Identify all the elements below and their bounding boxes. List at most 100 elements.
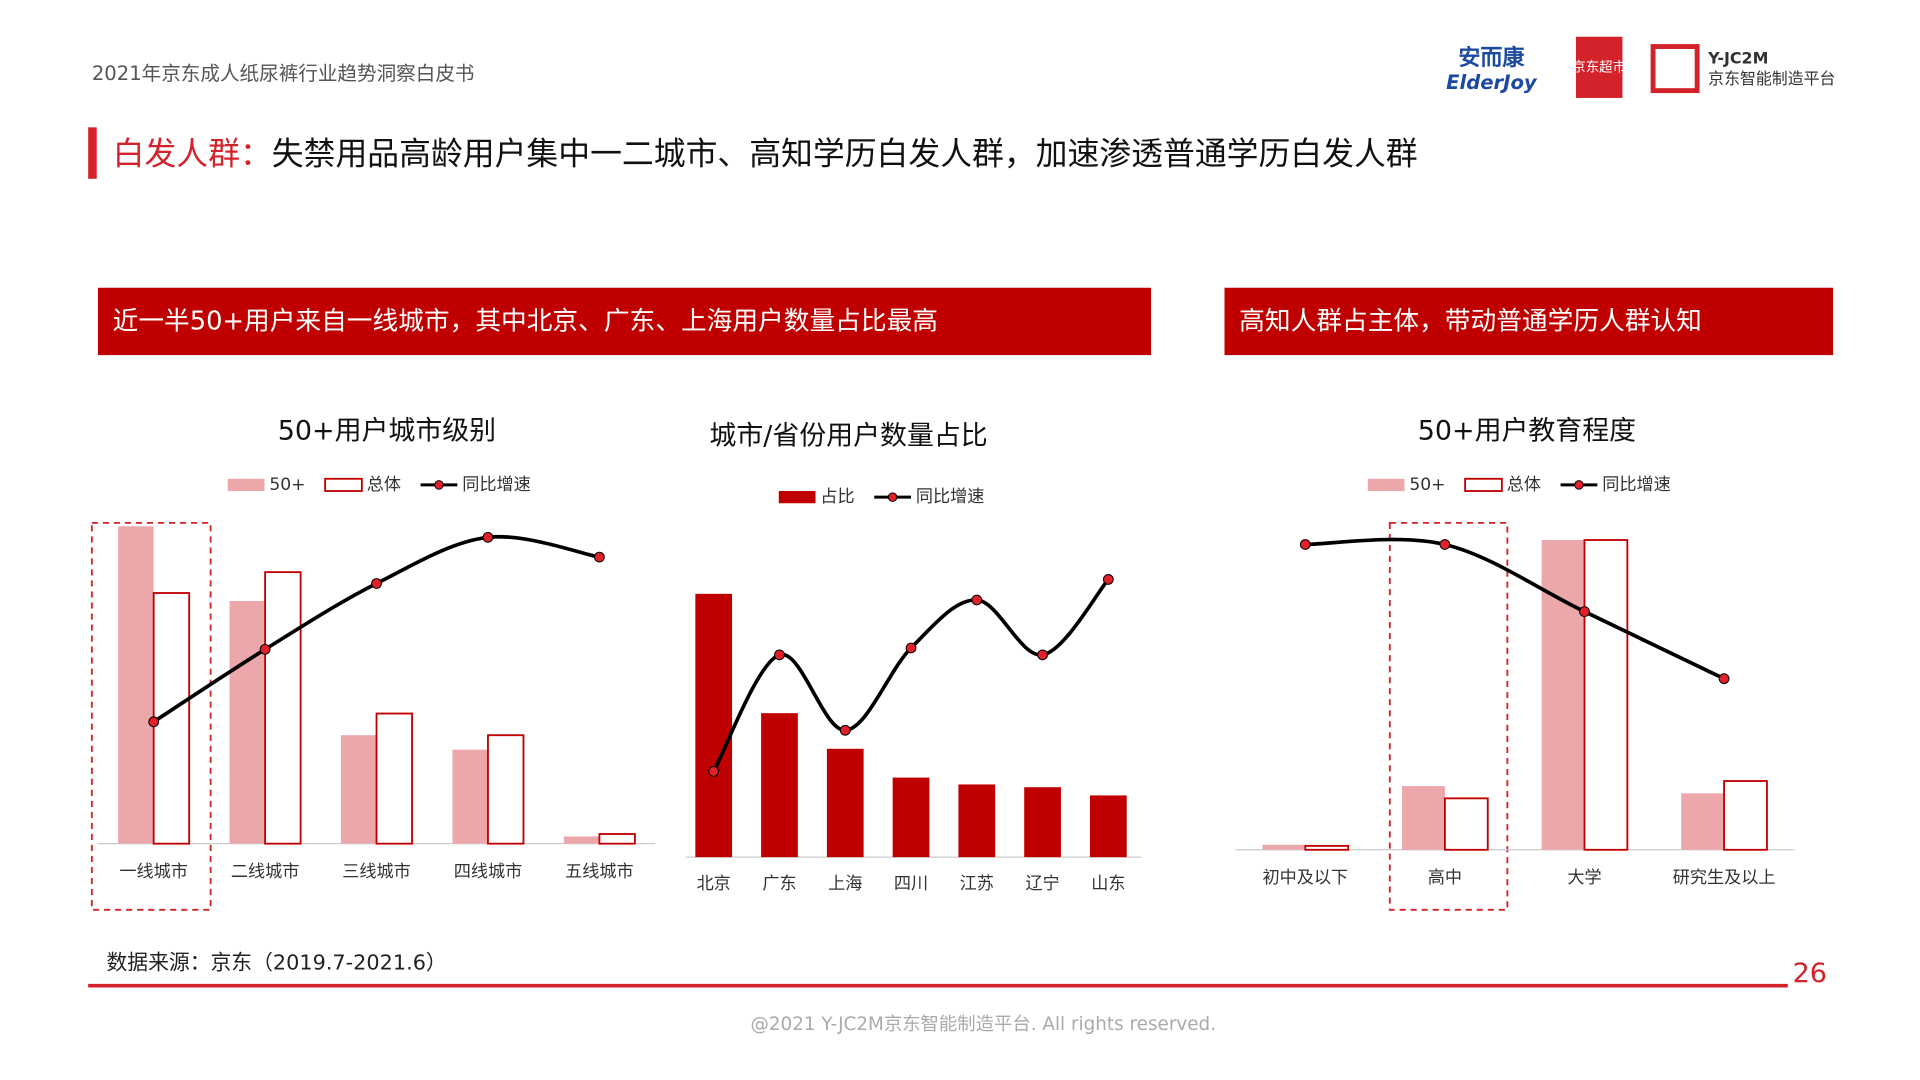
bar [375, 712, 413, 845]
legend-swatch-dot [887, 492, 898, 502]
title-bar [88, 127, 97, 179]
line-point [708, 766, 720, 777]
line-point [839, 724, 851, 736]
bar [452, 749, 488, 844]
legend-swatch [778, 491, 816, 504]
x-tick-label: 一线城市 [119, 862, 188, 882]
brand-cn: 安而康 [1458, 45, 1525, 71]
source: 数据来源：京东（2019.7-2021.6） [107, 951, 447, 975]
line-point [148, 716, 160, 728]
x-tick-label: 五线城市 [565, 862, 634, 882]
bar [1443, 797, 1489, 851]
line [152, 534, 600, 724]
x-tick-label: 上海 [828, 874, 862, 894]
page-number: 26 [1793, 958, 1827, 989]
line-point [1718, 673, 1730, 685]
line-point [1299, 539, 1311, 550]
bar [1089, 795, 1127, 858]
chart-title: 50+用户城市级别 [278, 416, 496, 447]
report-title: 2021年京东成人纸尿裤行业趋势洞察白皮书 [92, 62, 475, 85]
highlight-box [90, 521, 212, 911]
bar [1583, 539, 1629, 851]
bar [1541, 540, 1585, 850]
legend-swatch [1464, 477, 1503, 492]
chart-title: 50+用户教育程度 [1418, 416, 1636, 447]
line-point [774, 649, 785, 661]
footer: @2021 Y-JC2M京东智能制造平台. All rights reserve… [750, 1014, 1216, 1035]
bar [264, 571, 302, 845]
bar [1681, 793, 1725, 850]
legend-swatch [324, 477, 363, 492]
line-point [482, 531, 494, 543]
line-point [905, 642, 917, 654]
store-logo: 京东超市 [1572, 58, 1626, 75]
title-text: 失禁用品高龄用户集中一二城市、高知学历白发人群，加速渗透普通学历白发人群 [272, 135, 1418, 173]
slide-title: 白发人群：失禁用品高龄用户集中一二城市、高知学历白发人群，加速渗透普通学历白发人… [113, 135, 1418, 173]
line-point [259, 643, 271, 655]
line-point [971, 594, 983, 606]
bar [695, 593, 733, 858]
banner-text: 近一半50+用户来自一线城市，其中北京、广东、上海用户数量占比最高 [113, 307, 938, 337]
x-tick-label: 三线城市 [342, 862, 411, 882]
x-tick-label: 大学 [1567, 868, 1601, 888]
line-point [1439, 539, 1451, 550]
bar [1262, 844, 1306, 850]
bar [598, 833, 636, 845]
bar [958, 784, 996, 858]
legend-label: 总体 [367, 475, 401, 495]
line-point [594, 551, 605, 563]
banner [97, 287, 1152, 356]
title-highlight: 白发人群： [113, 135, 272, 173]
line-point [1037, 649, 1048, 661]
legend-swatch [1367, 478, 1405, 492]
x-tick-label: 四川 [894, 874, 928, 894]
bar [761, 713, 798, 858]
bar [826, 748, 864, 858]
highlight-box [1388, 521, 1509, 911]
platform-en: Y-JC2M [1707, 48, 1768, 67]
legend-label: 占比 [820, 487, 854, 507]
legend-label: 50+ [1409, 475, 1445, 495]
bar [1723, 780, 1768, 851]
legend-swatch-dot [1574, 480, 1584, 490]
legend-label: 50+ [269, 475, 305, 495]
bar [341, 735, 377, 844]
x-tick-label: 北京 [697, 874, 731, 894]
x-tick-label: 四线城市 [454, 862, 523, 882]
x-tick-label: 高中 [1428, 868, 1462, 888]
bar [892, 777, 930, 858]
x-tick-label: 山东 [1091, 874, 1125, 894]
x-tick-label: 初中及以下 [1262, 868, 1348, 888]
store-logo-bg [1575, 36, 1623, 98]
x-tick-label: 江苏 [960, 874, 994, 894]
x-tick-label: 广东 [762, 874, 796, 894]
line-point [371, 578, 382, 589]
bar [1402, 786, 1445, 850]
legend-label: 同比增速 [462, 475, 531, 495]
banner [1224, 287, 1834, 356]
line-point [1102, 574, 1114, 585]
brand-en: ElderJoy [1446, 71, 1538, 94]
banner-text: 高知人群占主体，带动普通学历人群认知 [1239, 307, 1702, 337]
bar [1304, 844, 1350, 851]
platform-logo-icon [1650, 44, 1700, 94]
bar [229, 601, 266, 844]
chart-title: 城市/省份用户数量占比 [709, 421, 987, 452]
x-tick-label: 辽宁 [1025, 874, 1059, 894]
line-point [1579, 606, 1590, 617]
x-tick-label: 二线城市 [231, 862, 300, 882]
line [1305, 537, 1725, 681]
legend-swatch [227, 478, 265, 492]
bar [118, 526, 154, 844]
legend-label: 同比增速 [1602, 475, 1671, 495]
x-tick-label: 研究生及以上 [1673, 868, 1776, 888]
bar [487, 734, 525, 845]
legend-swatch-dot [434, 480, 444, 490]
legend-label: 同比增速 [916, 487, 985, 507]
platform-cn: 京东智能制造平台 [1708, 69, 1835, 88]
bar [563, 836, 600, 844]
bar [1024, 787, 1061, 858]
legend-label: 总体 [1507, 475, 1541, 495]
